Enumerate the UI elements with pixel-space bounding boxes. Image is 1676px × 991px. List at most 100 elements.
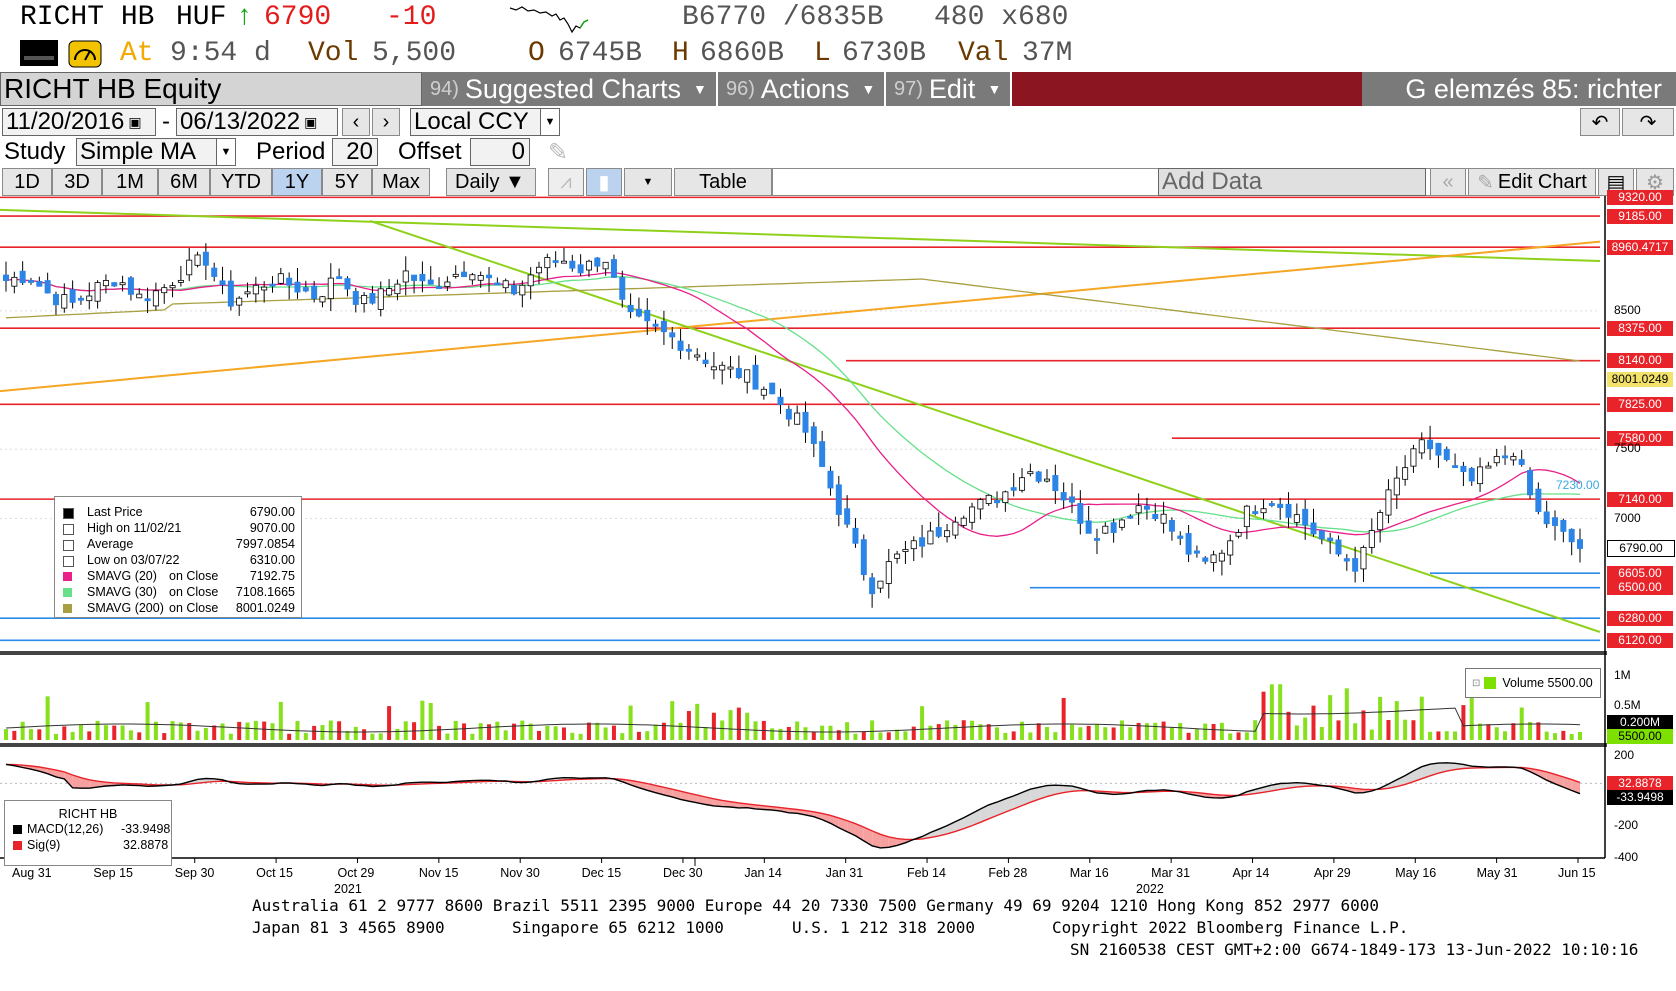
candle	[827, 470, 834, 489]
macd-histogram-fill	[680, 791, 689, 802]
range-button-6m[interactable]: 6M	[158, 168, 210, 196]
range-button-3d[interactable]: 3D	[52, 168, 102, 196]
volume-bar	[1161, 721, 1166, 740]
candle	[935, 527, 942, 537]
macd-legend[interactable]: RICHT HB MACD(12,26) -33.9498 Sig(9) 32.…	[4, 800, 172, 866]
actions-menu[interactable]: 96) Actions ▼	[718, 72, 886, 106]
candle	[1518, 459, 1525, 465]
y-tick-label: 8500	[1614, 302, 1641, 317]
legend-row[interactable]: SMAVG (200) on Close 8001.0249	[63, 601, 299, 616]
end-date-field[interactable]: 06/13/2022 ▣	[176, 108, 338, 136]
candle	[1468, 468, 1475, 482]
volume-bar	[553, 726, 558, 740]
volume-bar	[1269, 684, 1274, 740]
candle	[702, 359, 709, 364]
volume-bar	[1419, 696, 1424, 740]
candle	[835, 484, 842, 515]
collapse-button[interactable]: «	[1430, 168, 1466, 196]
period-input[interactable]: 20	[332, 138, 378, 166]
range-button-5y[interactable]: 5Y	[322, 168, 372, 196]
legend-row[interactable]: Average 7997.0854	[63, 537, 299, 552]
volume-bar	[720, 720, 725, 740]
range-button-max[interactable]: Max	[372, 168, 430, 196]
price-level-label: 6280.00	[1607, 610, 1673, 626]
security-field[interactable]: RICHT HB Equity	[0, 72, 422, 106]
candle	[1443, 448, 1450, 460]
legend-on-close: on Close	[169, 585, 219, 599]
volume-bar	[703, 727, 708, 740]
edit-menu[interactable]: 97) Edit ▼	[886, 72, 1012, 106]
volume-bar	[1261, 691, 1266, 740]
volume-bar	[395, 728, 400, 740]
candle	[227, 280, 234, 307]
candle-chart-button[interactable]: ▮	[586, 168, 622, 196]
candle	[252, 284, 259, 295]
legend-key: SMAVG (200)	[87, 601, 164, 615]
table-button[interactable]: Table	[674, 168, 772, 196]
volume-bar	[237, 721, 242, 740]
gauge-icon	[68, 40, 102, 68]
dropdown-arrow-icon: ▼	[642, 176, 654, 188]
legend-row[interactable]: High on 11/02/21 9070.00	[63, 521, 299, 536]
year-label: 2022	[1136, 882, 1164, 896]
menu-label: Edit	[928, 73, 976, 104]
candle	[877, 580, 884, 589]
candle	[1452, 465, 1459, 468]
range-button-1d[interactable]: 1D	[2, 168, 52, 196]
volume-bar	[320, 725, 325, 740]
quote-header-row2: At 9:54 d Vol 5,500 O 6745B H 6860B L 67…	[0, 36, 1676, 70]
candle	[344, 278, 351, 290]
legend-row[interactable]: SMAVG (20) on Close 7192.75	[63, 569, 299, 584]
macd-histogram-fill	[822, 813, 831, 824]
next-period-button[interactable]: ›	[372, 108, 400, 136]
legend-row[interactable]: Low on 03/07/22 6310.00	[63, 553, 299, 568]
volume-bar	[1544, 731, 1549, 740]
price-level-label: 7580.00	[1607, 430, 1673, 446]
pencil-icon[interactable]: ✎	[548, 139, 569, 166]
price-legend[interactable]: Last Price 6790.00 High on 11/02/21 9070.00…	[54, 496, 302, 618]
candle	[1044, 478, 1051, 482]
start-date-field[interactable]: 11/20/2016 ▣	[2, 108, 156, 136]
study-select[interactable]: Simple MA ▼	[76, 138, 236, 166]
add-data-input[interactable]: Add Data	[1158, 168, 1426, 196]
candle	[294, 281, 301, 293]
high-label: H	[672, 38, 689, 69]
volume-bar	[1028, 732, 1033, 740]
range-button-1y[interactable]: 1Y	[272, 168, 322, 196]
legend-key: Last Price	[87, 505, 143, 519]
edit-chart-button[interactable]: ✎ Edit Chart	[1468, 168, 1596, 196]
legend-row[interactable]: Last Price 6790.00	[63, 505, 299, 520]
macd-histogram-fill	[1421, 764, 1431, 779]
line-chart-button[interactable]: ⩘	[548, 168, 584, 196]
macd-histogram-fill	[64, 771, 73, 788]
volume-bar	[928, 725, 933, 740]
candle	[719, 364, 726, 371]
candle	[1185, 533, 1192, 555]
candle	[1543, 511, 1550, 525]
redo-button[interactable]: ↷	[1622, 108, 1674, 136]
undo-button[interactable]: ↶	[1580, 108, 1620, 136]
price-level-label: 7825.00	[1607, 396, 1673, 412]
macd-line	[5, 762, 1581, 849]
x-tick-label: May 16	[1395, 866, 1437, 880]
candle	[1052, 475, 1059, 492]
volume-bar	[1553, 733, 1558, 740]
prev-period-button[interactable]: ‹	[342, 108, 370, 136]
legend-row[interactable]: SMAVG (30) on Close 7108.1665	[63, 585, 299, 600]
offset-input[interactable]: 0	[470, 138, 530, 166]
suggested-charts-menu[interactable]: 94) Suggested Charts ▼	[422, 72, 718, 106]
legend-value: 7108.1665	[235, 585, 295, 599]
volume-bar	[1178, 723, 1183, 740]
range-button-ytd[interactable]: YTD	[210, 168, 272, 196]
currency-select[interactable]: Local CCY ▼	[410, 108, 560, 136]
chart-settings-button[interactable]: ▤	[1598, 168, 1634, 196]
chart-type-dropdown[interactable]: ▼	[624, 168, 672, 196]
range-button-1m[interactable]: 1M	[102, 168, 158, 196]
calendar-icon[interactable]: ▣	[128, 113, 142, 130]
volume-bar	[503, 730, 508, 740]
volume-legend[interactable]: ⊡ Volume 5500.00	[1465, 668, 1601, 698]
volume-bar	[220, 723, 225, 740]
calendar-icon[interactable]: ▣	[304, 113, 318, 130]
candle	[1577, 539, 1584, 549]
frequency-select[interactable]: Daily ▼	[446, 168, 536, 196]
